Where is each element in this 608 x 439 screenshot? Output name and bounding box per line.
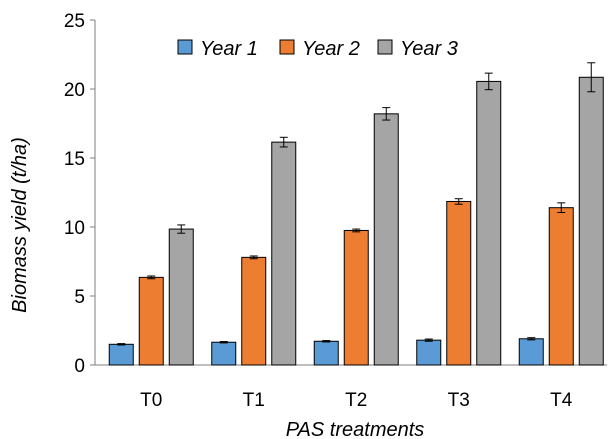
error-bar <box>117 343 126 346</box>
x-axis-ticks: T0 T1 T2 T3 T4 <box>140 390 573 411</box>
y-tick-label: 0 <box>74 356 85 377</box>
legend-swatch <box>377 39 393 55</box>
x-tick-label: T1 <box>243 390 265 411</box>
bar-year-3-t2 <box>373 113 399 366</box>
legend-label: Year 1 <box>200 38 258 60</box>
error-bar <box>454 198 463 205</box>
x-tick-label: T4 <box>550 390 573 411</box>
bar-year-2-t1 <box>241 256 267 366</box>
error-bar <box>219 341 228 344</box>
bar-year-3-t0 <box>168 228 194 366</box>
error-bar <box>424 338 433 342</box>
error-bar <box>322 340 331 343</box>
bar-year-2-t4 <box>548 207 574 366</box>
error-bar <box>177 224 186 234</box>
bar-year-2-t3 <box>446 200 472 366</box>
error-bar <box>587 62 596 93</box>
y-tick-label: 10 <box>64 218 85 239</box>
bar-year-1-t1 <box>211 341 237 366</box>
bar-year-3-t4 <box>578 76 604 366</box>
bar-year-1-t4 <box>518 338 544 366</box>
y-tick-label: 20 <box>64 80 85 101</box>
y-tick-label: 5 <box>74 287 85 308</box>
x-tick-label: T2 <box>345 390 367 411</box>
bar-year-3-t1 <box>271 141 297 366</box>
bar-year-2-t0 <box>138 276 164 366</box>
y-axis-label: Biomass yield (t/ha) <box>9 137 31 313</box>
bar-year-3-t3 <box>476 80 502 366</box>
plot-area <box>94 20 607 366</box>
legend-label: Year 3 <box>400 38 458 60</box>
legend-swatch <box>279 39 295 55</box>
bar-year-1-t2 <box>313 340 339 366</box>
x-tick-label: T0 <box>140 390 162 411</box>
y-tick-label: 15 <box>64 149 85 170</box>
x-tick-label: T3 <box>448 390 470 411</box>
y-tick-label: 25 <box>64 11 85 32</box>
error-bar <box>249 255 258 260</box>
bar-year-2-t2 <box>343 229 369 366</box>
error-bar <box>382 107 391 121</box>
error-bar <box>527 337 536 341</box>
y-axis-ticks: 0 5 10 15 20 25 <box>64 11 95 377</box>
legend-label: Year 2 <box>302 38 360 60</box>
error-bar <box>352 228 361 233</box>
error-bar <box>557 202 566 214</box>
legend-swatch <box>177 39 193 55</box>
error-bar <box>279 136 288 148</box>
legend-item-year-1: Year 1 <box>177 38 258 60</box>
bar-year-1-t3 <box>416 339 442 366</box>
legend-item-year-2: Year 2 <box>279 38 360 60</box>
x-axis-label: PAS treatments <box>286 419 425 439</box>
error-bar <box>484 72 493 91</box>
error-bar <box>147 275 156 280</box>
legend-item-year-3: Year 3 <box>377 38 458 60</box>
legend: Year 1 Year 2 Year 3 <box>177 38 458 60</box>
bar-year-1-t0 <box>108 343 134 366</box>
